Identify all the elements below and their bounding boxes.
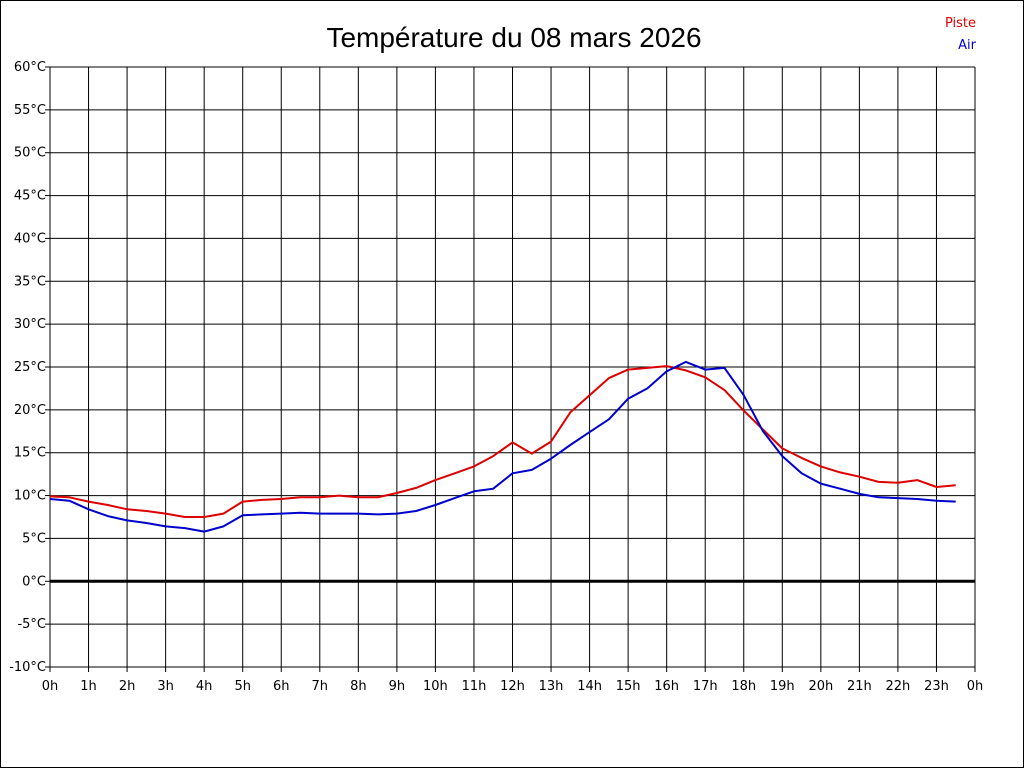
y-axis-ticks: -10°C -5°C 0°C 5°C 10°C 15°C 20°C 25°C 30°C 35°C 4…	[9, 60, 50, 675]
x-tick-label: 9h	[389, 679, 406, 694]
y-tick-label: 40°C	[14, 231, 46, 246]
x-tick-label: 0h	[42, 679, 59, 694]
legend: Piste Air	[945, 16, 977, 53]
x-tick-label: 4h	[196, 679, 213, 694]
x-tick-label: 10h	[423, 679, 448, 694]
legend-item-air: Air	[958, 38, 977, 53]
x-axis-ticks: 0h 1h 2h 3h 4h 5h 6h 7h 8h 9h 10h 11h 12h 13h 14h 15h 16…	[42, 667, 984, 694]
x-tick-label: 8h	[350, 679, 367, 694]
legend-item-piste: Piste	[945, 16, 976, 31]
x-tick-label: 14h	[577, 679, 602, 694]
x-tick-label: 21h	[847, 679, 872, 694]
x-tick-label: 18h	[731, 679, 756, 694]
y-tick-label: -10°C	[9, 660, 46, 675]
y-tick-label: 35°C	[14, 274, 46, 289]
x-tick-label: 23h	[924, 679, 949, 694]
x-tick-label: 0h	[967, 679, 984, 694]
x-tick-label: 11h	[462, 679, 487, 694]
y-tick-label: 0°C	[22, 574, 46, 589]
series-line-air	[49, 360, 956, 533]
grid	[49, 66, 976, 668]
y-tick-label: 15°C	[14, 446, 46, 461]
y-tick-label: 45°C	[14, 189, 46, 204]
y-tick-label: 5°C	[22, 531, 46, 546]
x-tick-label: 5h	[234, 679, 251, 694]
x-tick-label: 22h	[886, 679, 911, 694]
y-tick-label: -5°C	[17, 617, 46, 632]
x-tick-label: 12h	[500, 679, 525, 694]
x-tick-label: 1h	[80, 679, 97, 694]
x-tick-label: 6h	[273, 679, 290, 694]
y-tick-label: 60°C	[14, 60, 46, 75]
y-tick-label: 25°C	[14, 360, 46, 375]
y-tick-label: 50°C	[14, 146, 46, 161]
x-tick-label: 20h	[808, 679, 833, 694]
y-tick-label: 30°C	[14, 317, 46, 332]
series-lines	[49, 360, 956, 533]
x-tick-label: 7h	[312, 679, 329, 694]
series-line-piste	[49, 365, 956, 518]
y-tick-label: 55°C	[14, 103, 46, 118]
x-tick-label: 15h	[616, 679, 641, 694]
x-tick-label: 3h	[157, 679, 174, 694]
x-tick-label: 17h	[693, 679, 718, 694]
y-tick-label: 10°C	[14, 489, 46, 504]
chart-title: Température du 08 mars 2026	[326, 22, 701, 53]
x-tick-label: 16h	[654, 679, 679, 694]
x-tick-label: 19h	[770, 679, 795, 694]
x-tick-label: 13h	[539, 679, 564, 694]
y-tick-label: 20°C	[14, 403, 46, 418]
x-tick-label: 2h	[119, 679, 136, 694]
